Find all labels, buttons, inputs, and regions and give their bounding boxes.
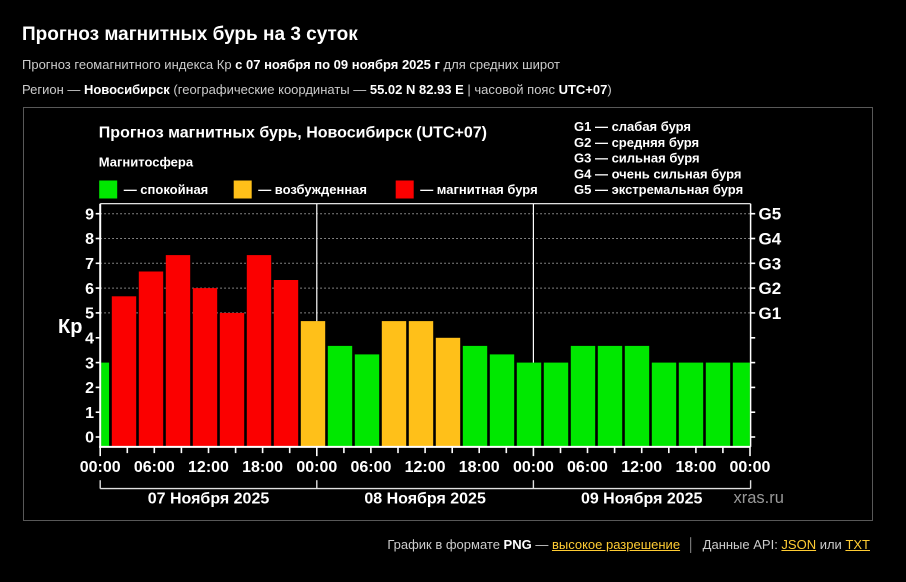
svg-text:0: 0	[85, 430, 94, 447]
svg-text:G4: G4	[759, 230, 782, 249]
svg-text:1: 1	[85, 405, 94, 422]
svg-text:2: 2	[85, 380, 94, 397]
svg-text:12:00: 12:00	[188, 459, 229, 476]
svg-text:12:00: 12:00	[405, 459, 446, 476]
svg-text:00:00: 00:00	[730, 459, 771, 476]
svg-text:— возбужденная: — возбужденная	[258, 182, 367, 197]
svg-text:Прогноз магнитных бурь, Новоси: Прогноз магнитных бурь, Новосибирск (UTC…	[99, 125, 487, 142]
svg-text:18:00: 18:00	[459, 459, 500, 476]
svg-text:G4 — очень сильная буря: G4 — очень сильная буря	[574, 166, 741, 181]
svg-text:8: 8	[85, 231, 94, 248]
svg-text:5: 5	[85, 306, 94, 323]
svg-text:4: 4	[85, 331, 94, 348]
svg-text:G1: G1	[759, 304, 782, 323]
svg-text:G3 — сильная буря: G3 — сильная буря	[574, 151, 700, 166]
svg-text:G2: G2	[759, 279, 782, 298]
svg-text:Кр: Кр	[58, 316, 82, 338]
svg-text:6: 6	[85, 281, 94, 298]
svg-text:9: 9	[85, 206, 94, 223]
svg-text:06:00: 06:00	[350, 459, 391, 476]
svg-text:— спокойная: — спокойная	[124, 182, 209, 197]
svg-text:09 Ноября 2025: 09 Ноября 2025	[581, 491, 703, 508]
svg-text:G5: G5	[759, 205, 782, 224]
svg-text:Магнитосфера: Магнитосфера	[99, 155, 194, 170]
svg-text:G2 — средняя буря: G2 — средняя буря	[574, 135, 699, 150]
svg-text:18:00: 18:00	[242, 459, 283, 476]
svg-text:G5 — экстремальная буря: G5 — экстремальная буря	[574, 182, 743, 197]
svg-text:00:00: 00:00	[296, 459, 337, 476]
svg-text:xras.ru: xras.ru	[734, 489, 784, 507]
svg-text:00:00: 00:00	[513, 459, 554, 476]
svg-text:08 Ноября 2025: 08 Ноября 2025	[364, 491, 486, 508]
svg-text:— магнитная буря: — магнитная буря	[420, 182, 537, 197]
svg-text:18:00: 18:00	[675, 459, 716, 476]
svg-text:G3: G3	[759, 254, 782, 273]
svg-text:07 Ноября 2025: 07 Ноября 2025	[148, 491, 270, 508]
svg-text:G1 — слабая буря: G1 — слабая буря	[574, 119, 691, 134]
svg-text:06:00: 06:00	[567, 459, 608, 476]
svg-text:06:00: 06:00	[134, 459, 175, 476]
svg-text:7: 7	[85, 256, 94, 273]
svg-text:3: 3	[85, 355, 94, 372]
svg-text:12:00: 12:00	[621, 459, 662, 476]
svg-text:00:00: 00:00	[80, 459, 121, 476]
